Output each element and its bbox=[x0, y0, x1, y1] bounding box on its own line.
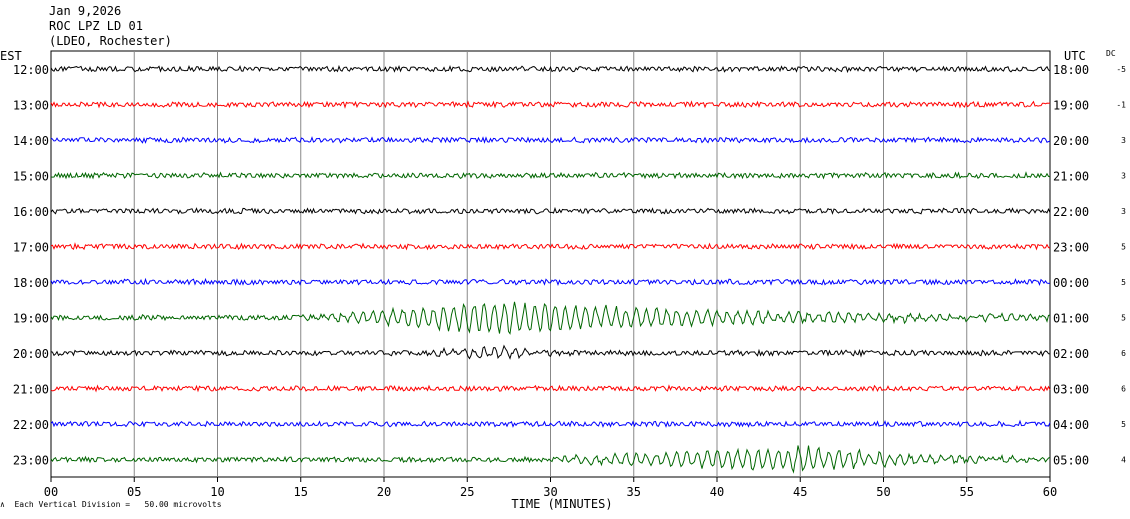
trace-line-2300 bbox=[50, 445, 1051, 474]
row-label-est: 17:00 bbox=[13, 241, 49, 255]
row-label-est: 12:00 bbox=[13, 63, 49, 77]
row-label-utc: 19:00 bbox=[1053, 99, 1089, 113]
row-label-est: 21:00 bbox=[13, 383, 49, 397]
trace-line-1600 bbox=[50, 206, 1051, 215]
scale-text: Each Vertical Division = 50.00 microvolt… bbox=[14, 500, 222, 509]
row-dc-offset: -1 bbox=[1116, 101, 1126, 110]
x-tick-label: 55 bbox=[960, 485, 974, 499]
row-label-est: 23:00 bbox=[13, 454, 49, 468]
station-label: ROC LPZ LD 01 bbox=[49, 19, 143, 33]
plot-date: Jan 9,2026 bbox=[49, 4, 122, 18]
row-label-utc: 22:00 bbox=[1053, 205, 1089, 219]
row-dc-offset: 4 bbox=[1121, 456, 1126, 465]
trace-line-1300 bbox=[50, 100, 1051, 109]
row-label-utc: 21:00 bbox=[1053, 170, 1089, 184]
row-label-est: 16:00 bbox=[13, 205, 49, 219]
trace-line-1200 bbox=[50, 64, 1051, 74]
row-label-utc: 00:00 bbox=[1053, 276, 1089, 290]
x-tick-label: 25 bbox=[460, 485, 474, 499]
row-dc-offset: 6 bbox=[1121, 385, 1126, 394]
x-tick-label: 05 bbox=[127, 485, 141, 499]
left-timezone-label: EST bbox=[0, 49, 22, 63]
row-label-est: 15:00 bbox=[13, 170, 49, 184]
row-label-est: 14:00 bbox=[13, 134, 49, 148]
x-axis-title: TIME (MINUTES) bbox=[511, 497, 612, 511]
row-dc-offset: 5 bbox=[1121, 420, 1126, 429]
row-dc-offset: 5 bbox=[1121, 278, 1126, 287]
row-label-est: 20:00 bbox=[13, 347, 49, 361]
x-tick-label: 20 bbox=[377, 485, 391, 499]
x-tick-label: 10 bbox=[210, 485, 224, 499]
trace-line-1800 bbox=[50, 277, 1051, 287]
row-label-utc: 18:00 bbox=[1053, 63, 1089, 77]
vertical-scale-note: ∧ Each Vertical Division = 50.00 microvo… bbox=[0, 500, 222, 509]
x-tick-label: 60 bbox=[1043, 485, 1057, 499]
row-label-utc: 23:00 bbox=[1053, 241, 1089, 255]
row-dc-offset: 5 bbox=[1121, 314, 1126, 323]
row-label-utc: 03:00 bbox=[1053, 383, 1089, 397]
row-label-utc: 05:00 bbox=[1053, 454, 1089, 468]
row-dc-offset: 3 bbox=[1121, 136, 1126, 145]
row-label-est: 18:00 bbox=[13, 276, 49, 290]
right-timezone-label: UTC bbox=[1064, 49, 1086, 63]
x-tick-label: 15 bbox=[294, 485, 308, 499]
trace-line-1500 bbox=[50, 171, 1051, 180]
row-label-utc: 04:00 bbox=[1053, 418, 1089, 432]
row-dc-offset: 6 bbox=[1121, 349, 1126, 358]
row-label-est: 22:00 bbox=[13, 418, 49, 432]
row-label-utc: 01:00 bbox=[1053, 312, 1089, 326]
row-dc-offset: 3 bbox=[1121, 172, 1126, 181]
x-tick-label: 50 bbox=[876, 485, 890, 499]
x-tick-label: 45 bbox=[793, 485, 807, 499]
row-label-est: 13:00 bbox=[13, 99, 49, 113]
trace-line-2000 bbox=[50, 344, 1051, 360]
x-tick-label: 30 bbox=[543, 485, 557, 499]
row-label-utc: 02:00 bbox=[1053, 347, 1089, 361]
row-dc-offset: 3 bbox=[1121, 207, 1126, 216]
row-label-utc: 20:00 bbox=[1053, 134, 1089, 148]
x-tick-label: 35 bbox=[627, 485, 641, 499]
trace-line-1400 bbox=[50, 136, 1051, 144]
trace-line-1900 bbox=[50, 301, 1051, 335]
row-label-est: 19:00 bbox=[13, 312, 49, 326]
x-tick-label: 40 bbox=[710, 485, 724, 499]
dc-column-label: DC bbox=[1106, 49, 1116, 58]
trace-line-2100 bbox=[50, 384, 1051, 393]
source-label: (LDEO, Rochester) bbox=[49, 34, 172, 48]
x-tick-label: 00 bbox=[44, 485, 58, 499]
row-dc-offset: 5 bbox=[1121, 243, 1126, 252]
trace-line-1700 bbox=[50, 242, 1051, 251]
scale-glyph: ∧ bbox=[0, 500, 15, 509]
trace-line-2200 bbox=[50, 419, 1051, 428]
row-dc-offset: -5 bbox=[1116, 65, 1126, 74]
